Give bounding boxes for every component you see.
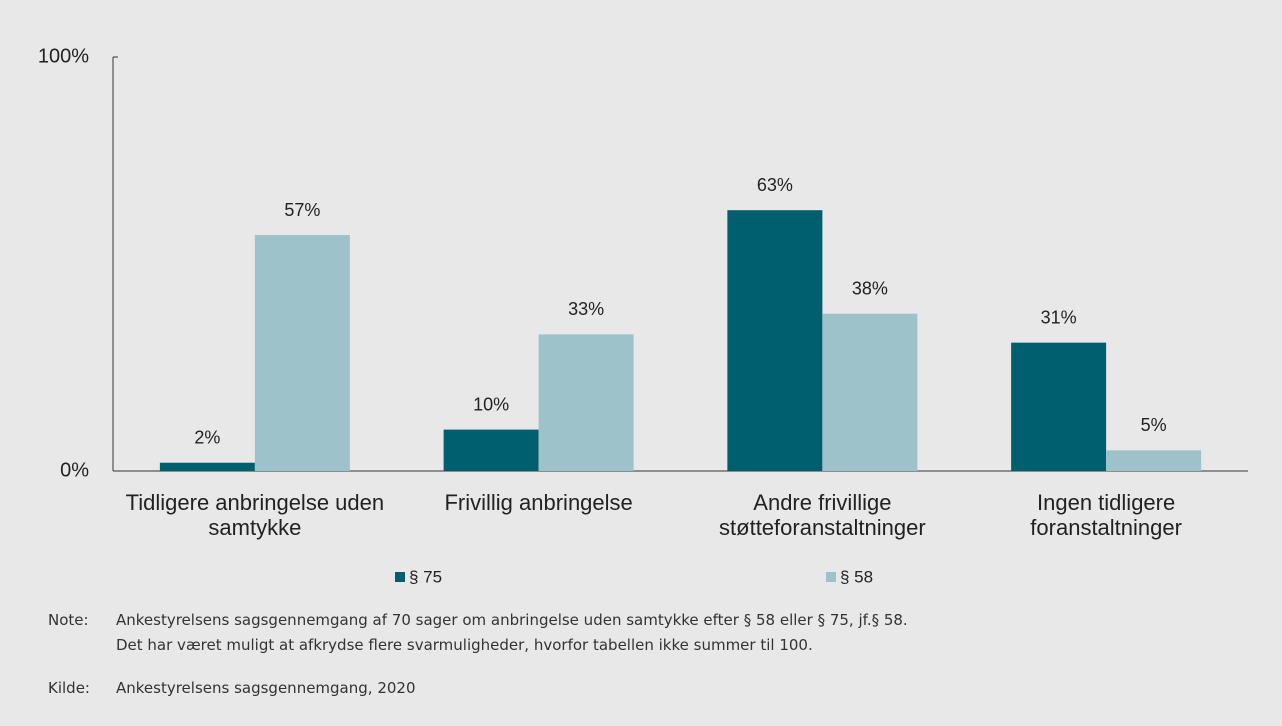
- source-text: Ankestyrelsens sagsgennemgang, 2020: [116, 679, 416, 697]
- x-tick-label: Frivillig anbringelse: [444, 490, 633, 515]
- data-label: 33%: [568, 299, 604, 319]
- x-tick-label: Andre frivillige støtteforanstaltninger: [719, 490, 926, 540]
- bar: [727, 210, 823, 471]
- legend-swatch: [395, 572, 405, 582]
- bar: [822, 313, 918, 471]
- note-line: Det har været muligt at afkrydse flere s…: [116, 636, 813, 654]
- bar: [159, 462, 255, 471]
- bar: [538, 334, 634, 471]
- legend-label: § 75: [409, 567, 442, 586]
- x-tick-label: Ingen tidligere foranstaltninger: [1030, 490, 1182, 540]
- bar: [254, 235, 350, 471]
- y-tick-label: 100%: [38, 45, 89, 67]
- legend-swatch: [826, 572, 836, 582]
- data-label: 5%: [1141, 415, 1167, 435]
- data-label: 31%: [1041, 307, 1077, 327]
- y-tick-label: 0%: [60, 459, 89, 481]
- data-label: 57%: [284, 200, 320, 220]
- bar: [1106, 450, 1202, 471]
- x-tick-label: Tidligere anbringelse uden samtykke: [125, 490, 385, 540]
- bar: [443, 429, 539, 471]
- data-label: 38%: [852, 278, 888, 298]
- data-label: 2%: [194, 427, 220, 447]
- source-label: Kilde:: [48, 679, 90, 697]
- data-label: 10%: [473, 394, 509, 414]
- note-line: Ankestyrelsens sagsgennemgang af 70 sage…: [116, 611, 908, 629]
- data-label: 63%: [757, 175, 793, 195]
- bar: [1011, 342, 1107, 471]
- note-label: Note:: [48, 611, 89, 629]
- legend-label: § 58: [840, 567, 873, 586]
